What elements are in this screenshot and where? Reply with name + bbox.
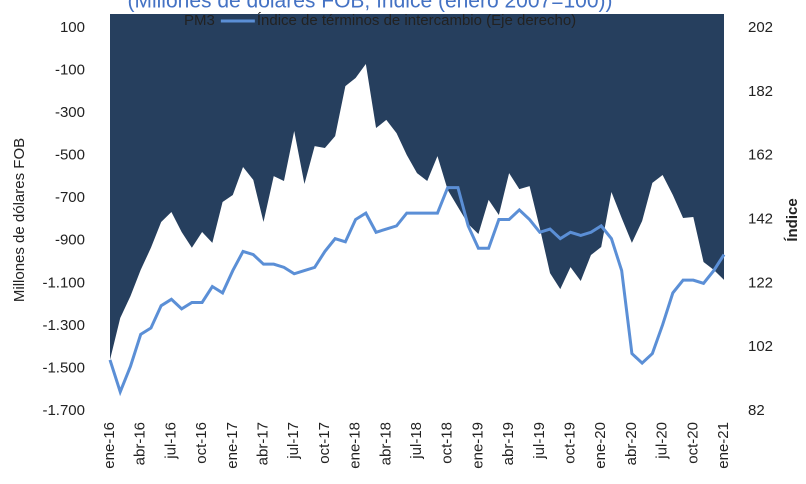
x-tick-label: abr-18 bbox=[377, 422, 394, 465]
legend-label: Índice de términos de intercambio (Eje d… bbox=[257, 12, 576, 29]
legend-swatch bbox=[148, 15, 182, 27]
x-tick-label: abr-16 bbox=[132, 422, 149, 465]
y-tick-label: -100 bbox=[55, 62, 85, 79]
y-tick-label: -700 bbox=[55, 189, 85, 206]
x-tick-label: jul-19 bbox=[531, 422, 548, 460]
y2-tick-label: 122 bbox=[748, 274, 773, 291]
x-tick-label: oct-20 bbox=[684, 422, 701, 464]
x-tick-label: jul-18 bbox=[408, 422, 425, 460]
y2-tick-label: 142 bbox=[748, 210, 773, 227]
x-tick-label: abr-17 bbox=[254, 422, 271, 465]
x-tick-label: ene-17 bbox=[224, 422, 241, 469]
legend: PM3 Índice de términos de intercambio (Ej… bbox=[148, 12, 576, 29]
x-tick-label: jul-16 bbox=[162, 422, 179, 460]
y-axis-title: Millones de dólares FOB bbox=[11, 138, 28, 302]
legend-label: PM3 bbox=[184, 12, 215, 29]
y-tick-label: -1.500 bbox=[42, 359, 85, 376]
y2-tick-label: 182 bbox=[748, 83, 773, 100]
x-tick-label: oct-19 bbox=[561, 422, 578, 464]
y2-tick-label: 202 bbox=[748, 19, 773, 36]
x-tick-label: abr-20 bbox=[623, 422, 640, 465]
x-tick-label: ene-21 bbox=[715, 422, 732, 469]
y2-tick-label: 102 bbox=[748, 338, 773, 355]
y2-axis-title: Índice bbox=[784, 198, 801, 241]
line bbox=[108, 186, 726, 397]
y2-tick-label: 162 bbox=[748, 147, 773, 164]
y-tick-label: -1.300 bbox=[42, 317, 85, 334]
y-tick-label: 100 bbox=[60, 19, 85, 36]
y2-tick-label: 82 bbox=[748, 402, 765, 419]
y-tick-label: -300 bbox=[55, 104, 85, 121]
x-tick-label: abr-19 bbox=[500, 422, 517, 465]
area bbox=[110, 14, 724, 360]
x-tick-label: oct-17 bbox=[316, 422, 333, 464]
x-tick-label: oct-16 bbox=[193, 422, 210, 464]
x-tick-label: ene-19 bbox=[469, 422, 486, 469]
y-tick-label: -900 bbox=[55, 232, 85, 249]
x-tick-label: ene-16 bbox=[101, 422, 118, 469]
chart-title: (Millones de dólares FOB; índice (enero … bbox=[127, 0, 612, 13]
x-tick-label: jul-20 bbox=[654, 422, 671, 460]
y-tick-label: -1.700 bbox=[42, 402, 85, 419]
y-tick-label: -1.100 bbox=[42, 274, 85, 291]
x-tick-label: ene-18 bbox=[347, 422, 364, 469]
x-tick-label: jul-17 bbox=[285, 422, 302, 460]
y-tick-label: -500 bbox=[55, 147, 85, 164]
x-tick-label: oct-18 bbox=[439, 422, 456, 464]
x-tick-label: ene-20 bbox=[592, 422, 609, 469]
